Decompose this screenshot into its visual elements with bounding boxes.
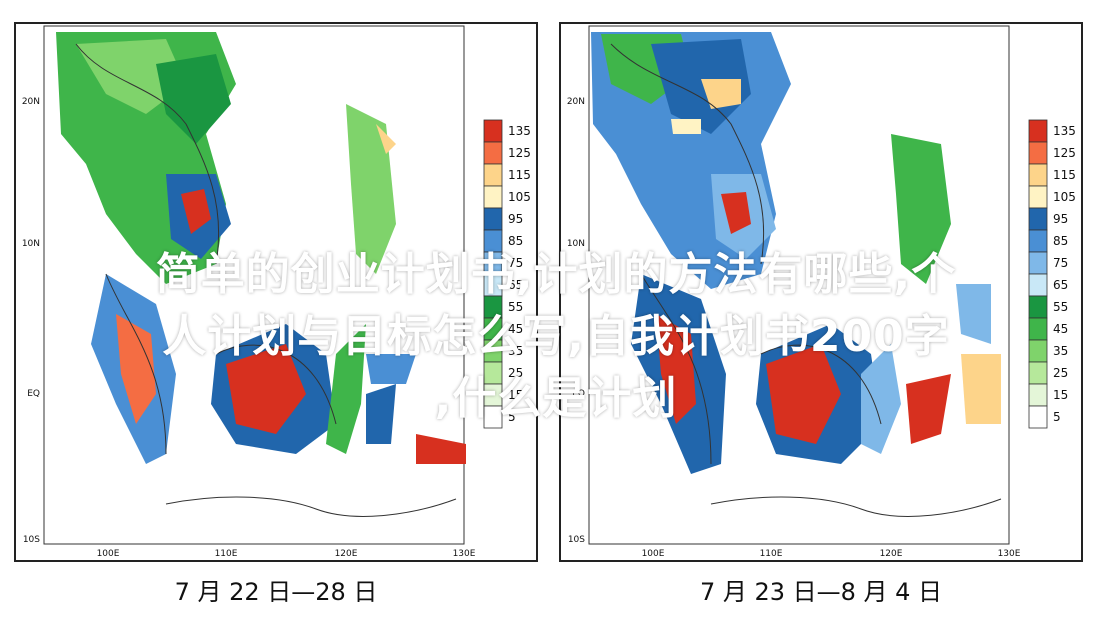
legend-label: 105: [508, 190, 531, 204]
lat-label: EQ: [27, 389, 40, 399]
lat-label: 20N: [567, 97, 585, 107]
overlay-title-line-2: 人计划与目标怎么写,自我计划书200字: [162, 311, 950, 362]
legend-label: 25: [508, 366, 523, 380]
legend-label: 45: [508, 322, 523, 336]
overlay-title-line-3: ,什么是计划: [434, 373, 678, 424]
legend-label: 35: [1053, 344, 1068, 358]
overlay-title-line-1: 简单的创业计划书,计划的方法有哪些,个: [155, 249, 957, 300]
legend-label: 125: [1053, 146, 1076, 160]
lon-label: 100E: [642, 549, 665, 559]
lat-label: 10N: [567, 239, 585, 249]
lon-label: 130E: [453, 549, 476, 559]
legend-swatch: [483, 141, 503, 165]
lon-label: 100E: [97, 549, 120, 559]
legend-label: 5: [1053, 410, 1061, 424]
legend-label: 105: [1053, 190, 1076, 204]
coastline-left: [75, 43, 457, 517]
legend-swatch: [1028, 163, 1048, 187]
legend-label: 85: [1053, 234, 1068, 248]
legend-swatch: [483, 185, 503, 209]
lon-label: 120E: [880, 549, 903, 559]
lon-label: 120E: [335, 549, 358, 559]
lat-label: 20N: [22, 97, 40, 107]
legend-label: 65: [508, 278, 523, 292]
legend-label: 55: [508, 300, 523, 314]
legend-swatch: [483, 163, 503, 187]
legend-label: 75: [1053, 256, 1068, 270]
legend-label: 25: [1053, 366, 1068, 380]
legend-label: 135: [508, 124, 531, 138]
legend-label: 5: [508, 410, 516, 424]
legend-label: 85: [508, 234, 523, 248]
legend-swatch: [483, 207, 503, 231]
legend-label: 95: [508, 212, 523, 226]
legend-swatch: [1028, 405, 1048, 429]
lat-label: EQ: [572, 389, 585, 399]
lon-label: 110E: [215, 549, 238, 559]
rainfall-map-left: 20N 10N EQ 10S 100E 110E 120E 130E 135 12…: [22, 25, 531, 559]
legend-label: 75: [508, 256, 523, 270]
legend-label: 115: [508, 168, 531, 182]
coastline-right: [610, 43, 1002, 517]
lat-label: 10S: [568, 535, 585, 545]
legend-label: 55: [1053, 300, 1068, 314]
lat-label: 10N: [22, 239, 40, 249]
color-legend-left: 135 125 115 105 95 85 75 65 55 45 35 25 15 5: [483, 119, 531, 429]
legend-label: 115: [1053, 168, 1076, 182]
rainfall-map-right: 20N 10N EQ 10S 100E 110E 120E 130E 135 12…: [567, 25, 1076, 559]
legend-label: 15: [1053, 388, 1068, 402]
legend-swatch: [483, 119, 503, 143]
caption-right: 7 月 23 日—8 月 4 日: [699, 578, 943, 606]
map-panel-right: 20N 10N EQ 10S 100E 110E 120E 130E 135 12…: [559, 22, 1083, 562]
legend-swatch: [483, 405, 503, 429]
legend-label: 45: [1053, 322, 1068, 336]
color-legend-right: 135 125 115 105 95 85 75 65 55 45 35 25 15 5: [1028, 119, 1076, 429]
legend-label: 65: [1053, 278, 1068, 292]
legend-label: 135: [1053, 124, 1076, 138]
map-panel-left: 20N 10N EQ 10S 100E 110E 120E 130E 135 12…: [14, 22, 538, 562]
legend-swatch: [1028, 119, 1048, 143]
legend-label: 95: [1053, 212, 1068, 226]
legend-label: 15: [508, 388, 523, 402]
legend-swatch: [1028, 207, 1048, 231]
legend-swatch: [1028, 141, 1048, 165]
legend-label: 35: [508, 344, 523, 358]
lon-label: 130E: [998, 549, 1021, 559]
legend-label: 125: [508, 146, 531, 160]
legend-swatch: [1028, 185, 1048, 209]
caption-left: 7 月 22 日—28 日: [174, 578, 378, 606]
lat-label: 10S: [23, 535, 40, 545]
lon-label: 110E: [760, 549, 783, 559]
